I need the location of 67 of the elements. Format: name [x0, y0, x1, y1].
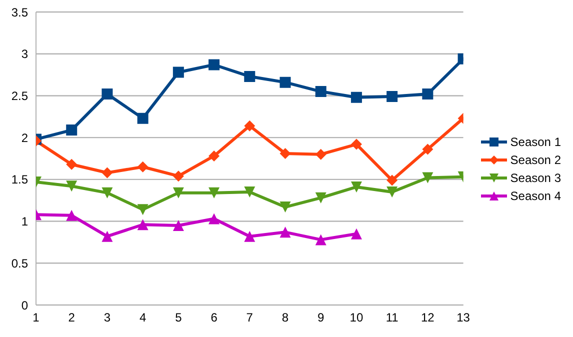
point: [172, 187, 184, 198]
point: [208, 213, 220, 224]
point: [422, 88, 434, 100]
point: [280, 148, 291, 159]
x-tick-label: 6: [210, 310, 218, 325]
point: [280, 202, 291, 213]
point: [137, 161, 148, 172]
point: [137, 204, 148, 216]
point: [315, 192, 326, 204]
point: [208, 187, 220, 198]
point: [386, 186, 398, 198]
x-tick-label: 11: [386, 310, 399, 325]
y-tick-label: 2.5: [11, 88, 28, 103]
y-tick-label: 0: [21, 298, 28, 312]
point: [244, 230, 256, 242]
point: [386, 91, 398, 102]
point: [315, 148, 326, 160]
point: [102, 230, 113, 242]
point: [386, 174, 398, 186]
point: [350, 138, 362, 150]
y-tick-label: 1: [21, 214, 28, 229]
point: [280, 226, 291, 238]
point: [172, 170, 184, 182]
legend-label: Season 2: [510, 152, 561, 166]
x-tick-label: 1: [32, 310, 40, 325]
point: [350, 181, 362, 192]
legend-label: Season 4: [510, 188, 561, 202]
point: [280, 76, 291, 88]
point: [66, 158, 78, 170]
x-tick-label: 13: [456, 310, 470, 325]
x-tick-label: 4: [139, 310, 146, 325]
point: [66, 124, 78, 136]
point: [422, 172, 434, 184]
point: [244, 120, 256, 132]
x-tick-label: 12: [420, 310, 435, 325]
point: [244, 186, 256, 198]
point: [315, 86, 326, 98]
point: [244, 70, 256, 82]
point: [66, 180, 78, 192]
x-tick-label: 2: [68, 310, 76, 325]
point: [208, 59, 220, 70]
point: [315, 234, 326, 246]
legend-label: Season 3: [510, 170, 561, 184]
x-tick-label: 3: [104, 310, 111, 325]
y-tick-label: 1.5: [11, 172, 28, 187]
x-tick-label: 5: [175, 310, 182, 325]
point: [66, 210, 78, 221]
point: [172, 220, 184, 231]
y-tick-label: 0.5: [11, 256, 28, 270]
point: [350, 228, 362, 240]
y-tick-label: 3: [21, 47, 28, 62]
point: [208, 150, 220, 162]
point: [350, 92, 362, 103]
x-tick-label: 10: [350, 310, 364, 325]
point: [102, 187, 113, 198]
point: [102, 167, 113, 178]
legend-label: Season 1: [510, 134, 561, 148]
point: [422, 144, 434, 155]
y-tick-label: 2: [21, 130, 28, 145]
x-tick-label: 7: [246, 310, 254, 325]
y-tick-label: 3.5: [11, 5, 28, 20]
point: [137, 112, 148, 124]
point: [172, 66, 184, 78]
point: [137, 219, 148, 230]
x-tick-label: 8: [282, 310, 289, 325]
point: [102, 88, 113, 100]
x-tick-label: 9: [318, 310, 325, 325]
